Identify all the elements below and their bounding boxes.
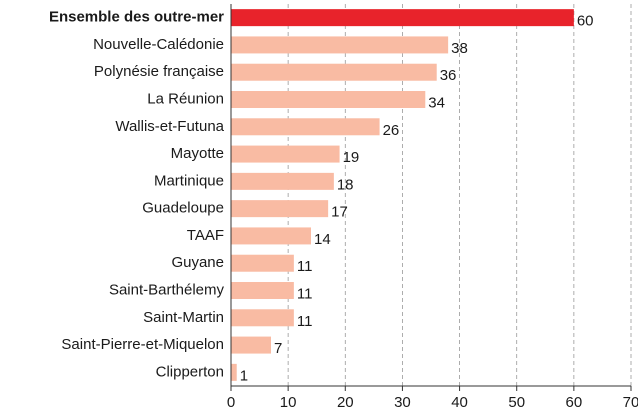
y-tick-label: Guyane xyxy=(171,254,224,271)
value-label: 36 xyxy=(440,67,457,84)
y-tick-label: Nouvelle-Calédonie xyxy=(93,36,224,53)
bar xyxy=(231,363,237,381)
bar xyxy=(231,282,294,299)
bar xyxy=(231,172,334,190)
bar xyxy=(231,336,271,354)
bar xyxy=(231,200,329,218)
y-tick-label: Polynésie française xyxy=(94,63,224,80)
y-tick-label: TAAF xyxy=(187,227,224,244)
y-tick-label: Saint-Pierre-et-Miquelon xyxy=(61,336,224,353)
bar xyxy=(231,91,426,108)
bar xyxy=(231,145,340,163)
y-tick-label: Wallis-et-Futuna xyxy=(115,118,224,135)
x-tick-label: 0 xyxy=(227,394,235,411)
x-tick-label: 60 xyxy=(566,394,583,411)
bar xyxy=(231,9,574,27)
y-tick-label: Saint-Barthélemy xyxy=(109,281,225,298)
y-tick-label: Martinique xyxy=(154,172,224,189)
y-tick-label: Ensemble des outre-mer xyxy=(49,9,224,26)
value-label: 14 xyxy=(314,231,331,248)
value-label: 60 xyxy=(577,13,594,30)
x-tick-label: 50 xyxy=(508,394,525,411)
y-tick-label: Mayotte xyxy=(171,145,224,162)
value-label: 38 xyxy=(451,40,468,57)
y-tick-label: Saint-Martin xyxy=(143,309,224,326)
value-label: 7 xyxy=(274,340,282,357)
y-tick-label: La Réunion xyxy=(147,90,224,107)
value-label: 34 xyxy=(428,94,445,111)
value-label: 11 xyxy=(297,313,313,330)
value-label: 26 xyxy=(383,122,400,139)
x-tick-label: 20 xyxy=(337,394,354,411)
value-label: 1 xyxy=(240,367,248,384)
y-tick-label: Guadeloupe xyxy=(142,200,224,217)
x-tick-label: 70 xyxy=(623,394,638,411)
x-tick-label: 40 xyxy=(451,394,468,411)
x-tick-label: 30 xyxy=(394,394,411,411)
bar xyxy=(231,309,294,327)
bar xyxy=(231,36,449,54)
value-label: 19 xyxy=(343,149,360,166)
value-label: 11 xyxy=(297,285,313,302)
bar xyxy=(231,254,294,272)
x-tick-label: 10 xyxy=(280,394,297,411)
bar xyxy=(231,227,311,245)
bar xyxy=(231,118,380,136)
value-label: 11 xyxy=(297,258,313,275)
y-tick-label: Clipperton xyxy=(156,363,224,380)
value-label: 17 xyxy=(331,204,348,221)
bar xyxy=(231,63,437,81)
value-label: 18 xyxy=(337,176,354,193)
